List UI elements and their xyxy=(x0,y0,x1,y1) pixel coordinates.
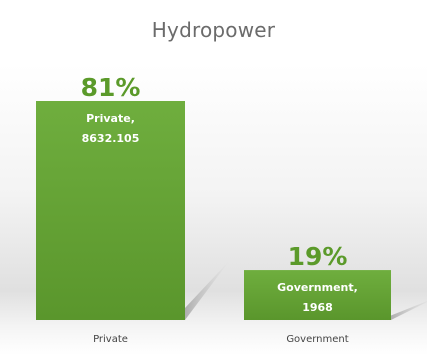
bar-shadow xyxy=(391,301,427,320)
bar-shadow xyxy=(185,260,230,320)
data-label: Government, xyxy=(277,281,358,294)
data-label: 8632.105 xyxy=(82,132,140,145)
bar-private xyxy=(36,101,185,320)
bar-government xyxy=(244,270,391,320)
data-label: 1968 xyxy=(302,301,333,314)
percent-label: 81% xyxy=(81,73,141,102)
x-tick-label: Private xyxy=(93,334,128,345)
percent-label: 19% xyxy=(288,242,348,271)
data-label: Private, xyxy=(86,112,135,125)
chart-title: Hydropower xyxy=(151,18,276,42)
x-tick-label: Government xyxy=(286,334,348,345)
